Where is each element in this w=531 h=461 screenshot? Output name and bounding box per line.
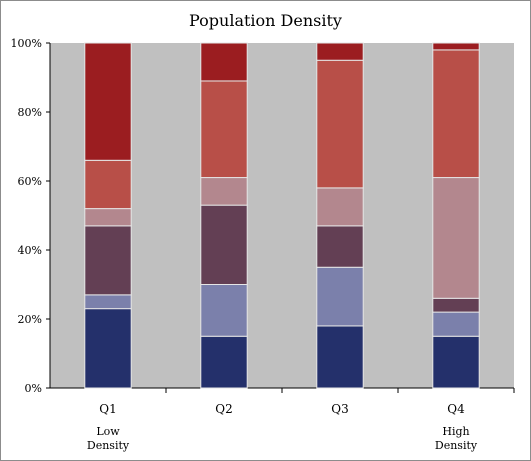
bar-segment-q1-s5 bbox=[84, 159, 132, 210]
bar-segment-q1-s4 bbox=[84, 208, 132, 227]
plot-area bbox=[50, 43, 514, 388]
bar-segment-q3-s5 bbox=[316, 59, 364, 189]
bar-segment-q3-s6 bbox=[316, 42, 364, 61]
y-tick-label: 40% bbox=[18, 244, 42, 257]
bar-segment-q4-s5 bbox=[432, 49, 480, 179]
bar-segment-q3-s3 bbox=[316, 225, 364, 268]
y-tick-label: 100% bbox=[11, 37, 42, 50]
y-tick-label: 20% bbox=[18, 313, 42, 326]
bar-segment-q2-s3 bbox=[200, 204, 248, 285]
bar-segment-q2-s1 bbox=[200, 335, 248, 389]
chart-title: Population Density bbox=[189, 11, 342, 30]
bar-segment-q3-s2 bbox=[316, 266, 364, 327]
bar-segment-q1-s6 bbox=[84, 42, 132, 161]
x-tick-label: Q2 bbox=[215, 402, 232, 416]
bar-segment-q2-s2 bbox=[200, 284, 248, 337]
bar-segment-q4-s1 bbox=[432, 335, 480, 389]
x-tick-label: Q4 bbox=[447, 402, 465, 416]
bar-segment-q4-s4 bbox=[432, 177, 480, 299]
x-tick-label: Q3 bbox=[331, 402, 348, 416]
bar-segment-q1-s1 bbox=[84, 308, 132, 389]
bar-segment-q2-s6 bbox=[200, 42, 248, 82]
y-tick-label: 60% bbox=[18, 175, 42, 188]
bar-segment-q3-s1 bbox=[316, 325, 364, 389]
bar-segment-q2-s5 bbox=[200, 80, 248, 179]
bar-segment-q4-s6 bbox=[432, 42, 480, 51]
bar-segment-q2-s4 bbox=[200, 177, 248, 206]
x-sublabel: Density bbox=[435, 439, 478, 452]
bar-segment-q3-s4 bbox=[316, 187, 364, 227]
y-tick-label: 0% bbox=[25, 382, 42, 395]
x-sublabel: High bbox=[442, 425, 469, 438]
x-tick-label: Q1 bbox=[99, 402, 116, 416]
bar-segment-q1-s2 bbox=[84, 294, 132, 310]
x-sublabel: Low bbox=[96, 425, 120, 438]
bar-segment-q4-s3 bbox=[432, 297, 480, 313]
bar-segment-q4-s2 bbox=[432, 311, 480, 337]
y-tick-label: 80% bbox=[18, 106, 42, 119]
bar-segment-q1-s3 bbox=[84, 225, 132, 296]
x-sublabel: Density bbox=[87, 439, 130, 452]
